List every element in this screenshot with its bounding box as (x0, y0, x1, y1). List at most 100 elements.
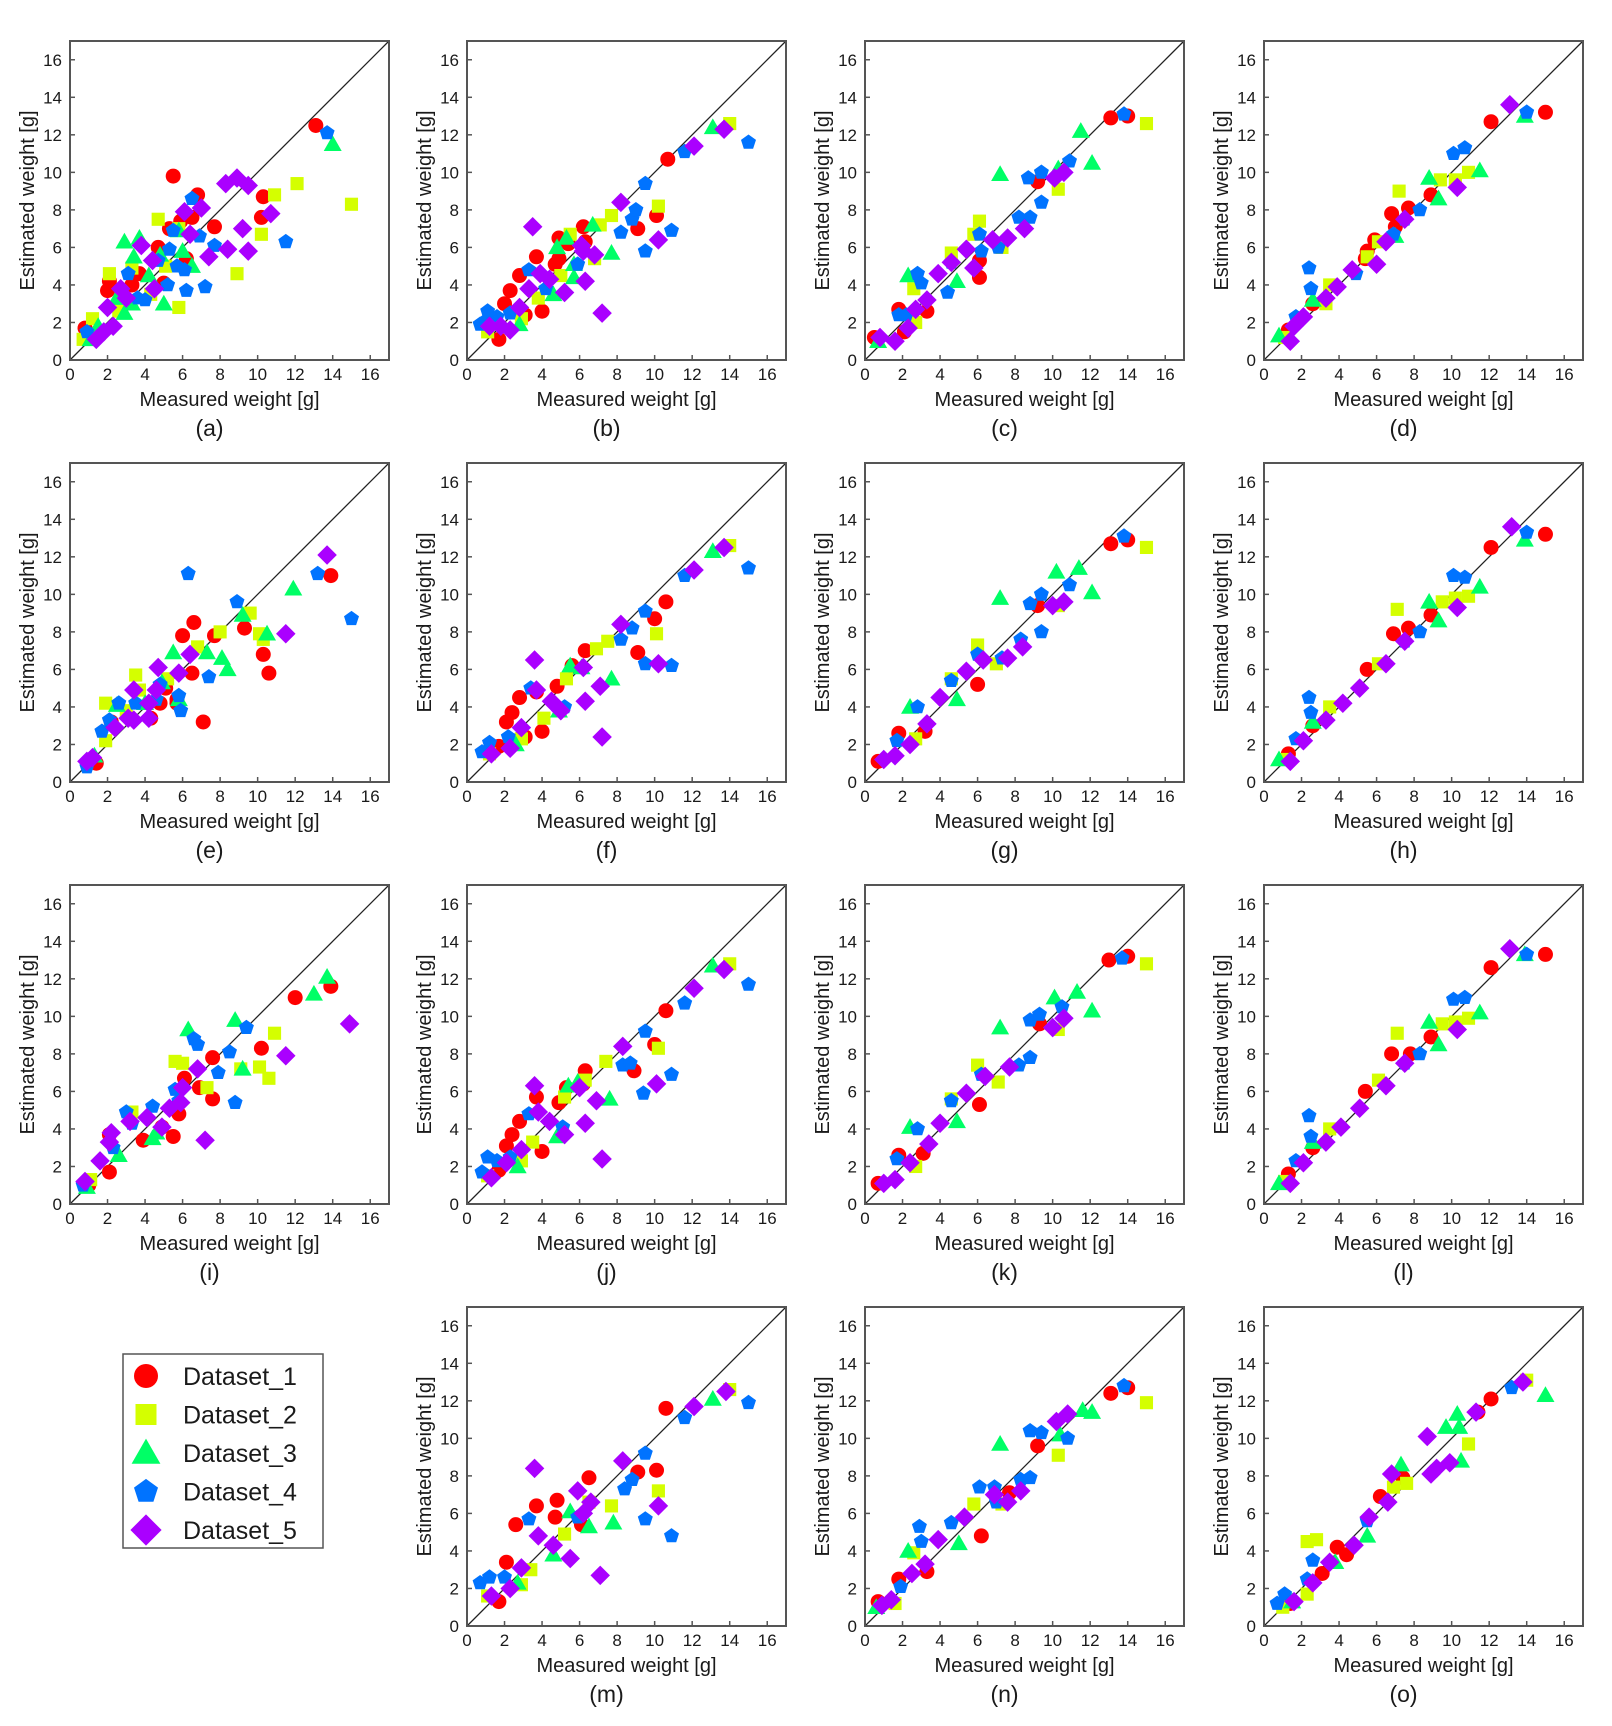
data-point-dataset-4 (130, 290, 145, 305)
y-tick-label: 4 (1247, 698, 1256, 717)
data-point-dataset-4 (497, 1569, 512, 1584)
scatter-panel-d: 00 2 2 4 4 6 6 8 8 10 10 12 12 14 14 16 16 Measured weigh… (1211, 40, 1584, 441)
x-tick-label: 6 (575, 1631, 584, 1650)
panel-label: (e) (195, 837, 223, 863)
data-point-dataset-2 (254, 227, 268, 241)
data-point-dataset-4 (500, 729, 516, 744)
data-point-dataset-2 (262, 1071, 276, 1085)
data-point-dataset-5 (101, 1122, 122, 1143)
data-point-dataset-5 (1333, 693, 1353, 713)
data-point-dataset-5 (199, 247, 219, 267)
data-point-dataset-1 (658, 1400, 674, 1416)
data-point-dataset-1 (1103, 110, 1119, 126)
data-point-dataset-5 (238, 175, 259, 196)
data-point-dataset-4 (637, 655, 653, 671)
x-tick-label: 12 (286, 365, 305, 384)
data-point-dataset-5 (142, 250, 163, 271)
data-point-dataset-3 (1083, 583, 1102, 600)
data-point-dataset-3 (602, 669, 621, 686)
data-point-dataset-5 (612, 1451, 633, 1471)
data-point-dataset-4 (570, 256, 586, 271)
data-point-dataset-3 (1069, 559, 1088, 575)
data-point-dataset-4 (1033, 164, 1049, 179)
legend-label: Dataset_2 (183, 1402, 297, 1430)
x-tick-label: 0 (1259, 365, 1268, 384)
x-tick-label: 8 (215, 787, 224, 806)
data-point-dataset-2 (102, 267, 116, 281)
data-point-dataset-5 (1376, 1076, 1396, 1096)
x-tick-label: 8 (215, 365, 224, 384)
x-tick-label: 14 (1517, 787, 1536, 806)
data-point-dataset-5 (1447, 1019, 1468, 1040)
scatter-panel-m: 00 2 2 4 4 6 6 8 8 10 10 12 12 14 14 16 16 Measured weigh… (414, 1306, 787, 1707)
x-tick-label: 10 (1442, 787, 1461, 806)
data-point-dataset-1 (1483, 114, 1499, 130)
data-point-dataset-2 (1386, 1480, 1401, 1494)
data-point-dataset-5 (581, 1492, 601, 1512)
x-tick-label: 8 (612, 365, 621, 384)
data-point-dataset-4 (1457, 569, 1473, 584)
data-point-dataset-5 (1316, 288, 1336, 308)
data-point-dataset-5 (191, 198, 212, 218)
data-point-dataset-4 (178, 282, 194, 297)
points-layer (472, 117, 756, 347)
data-point-dataset-4 (741, 976, 756, 991)
scatter-panel-j: 00 2 2 4 4 6 6 8 8 10 10 12 12 14 14 16 16 Measured weigh… (414, 884, 787, 1285)
x-tick-label: 12 (683, 1209, 702, 1228)
data-point-dataset-2 (1139, 957, 1154, 971)
x-axis-title: Measured weight [g] (536, 389, 716, 411)
x-tick-label: 10 (248, 1209, 267, 1228)
x-tick-label: 10 (645, 1209, 664, 1228)
data-point-dataset-1 (165, 1128, 181, 1144)
data-point-dataset-5 (881, 1589, 902, 1610)
data-point-dataset-1 (308, 117, 324, 133)
data-point-dataset-3 (579, 1517, 598, 1534)
x-tick-label: 16 (1156, 365, 1175, 384)
y-tick-label: 14 (838, 1354, 857, 1373)
data-point-dataset-4 (1022, 1423, 1038, 1438)
x-tick-label: 2 (898, 365, 907, 384)
x-tick-label: 8 (1409, 787, 1418, 806)
data-point-dataset-4 (913, 1533, 929, 1548)
y-axis-title: Estimated weight [g] (1211, 532, 1233, 712)
data-point-dataset-5 (885, 1169, 905, 1190)
data-point-dataset-5 (684, 560, 704, 580)
x-tick-label: 2 (898, 1631, 907, 1650)
data-point-dataset-5 (1513, 1372, 1533, 1392)
data-point-dataset-3 (323, 135, 342, 151)
data-point-dataset-3 (1470, 161, 1489, 178)
data-point-dataset-5 (1381, 1464, 1402, 1484)
data-point-dataset-5 (1293, 730, 1314, 751)
x-tick-label: 0 (462, 1209, 471, 1228)
data-point-dataset-4 (482, 1569, 497, 1584)
data-point-dataset-4 (128, 695, 144, 710)
y-tick-label: 8 (848, 623, 857, 642)
x-tick-label: 10 (1043, 787, 1062, 806)
data-point-dataset-3 (557, 229, 576, 245)
data-point-dataset-2 (651, 1484, 665, 1498)
x-tick-label: 14 (720, 1631, 739, 1650)
y-tick-label: 4 (450, 276, 459, 295)
data-point-dataset-5 (684, 1396, 704, 1417)
data-point-dataset-3 (173, 242, 192, 258)
data-point-dataset-3 (115, 304, 134, 320)
x-tick-label: 6 (575, 787, 584, 806)
axes-frame (864, 40, 1185, 361)
y-tick-label: 16 (838, 1317, 857, 1336)
y-tick-label: 10 (838, 163, 857, 182)
data-point-dataset-4 (637, 243, 653, 258)
data-point-dataset-2 (1400, 1476, 1414, 1490)
data-point-dataset-5 (1054, 592, 1074, 612)
y-tick-label: 6 (53, 1082, 62, 1101)
data-point-dataset-1 (970, 676, 986, 692)
data-point-dataset-4 (940, 284, 956, 299)
y-tick-label: 16 (43, 473, 62, 492)
data-point-dataset-5 (146, 680, 167, 700)
data-point-dataset-1 (547, 1509, 563, 1525)
data-point-dataset-5 (317, 545, 337, 565)
data-point-dataset-4 (177, 262, 192, 277)
x-tick-label: 4 (935, 365, 944, 384)
x-tick-label: 0 (860, 365, 869, 384)
scatter-panel-k: 00 2 2 4 4 6 6 8 8 10 10 12 12 14 14 16 16 Measured weigh… (812, 884, 1185, 1285)
data-point-dataset-2 (129, 668, 143, 682)
